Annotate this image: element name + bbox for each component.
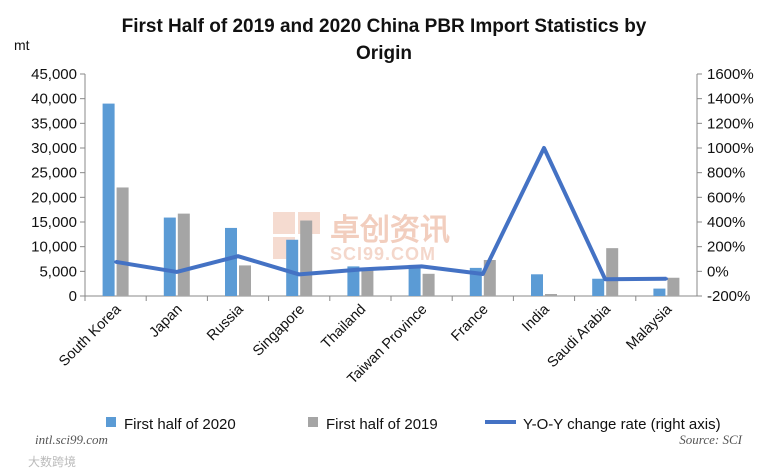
bar-2020-7 (531, 274, 543, 296)
right-tick-label: 200% (707, 239, 745, 256)
legend: First half of 2020 First half of 2019 Y-… (106, 416, 721, 433)
bars (84, 103, 680, 301)
right-tick-label: 800% (707, 165, 745, 182)
watermark: 卓创资讯 SCI99.COM (273, 212, 450, 264)
legend-swatch-2019 (308, 417, 318, 427)
left-tick-label: 0 (69, 288, 77, 305)
bar-2019-3 (300, 220, 313, 296)
left-tick-label: 5,000 (39, 263, 77, 280)
bar-2020-2 (225, 227, 237, 296)
right-tick-label: -200% (707, 288, 750, 305)
bar-2019-7 (545, 294, 557, 296)
bar-2020-9 (653, 288, 666, 296)
bar-2019-1 (177, 213, 190, 296)
left-tick-label: 45,000 (31, 66, 77, 83)
legend-label-2019: First half of 2019 (326, 416, 438, 433)
left-tick-label: 20,000 (31, 189, 77, 206)
right-tick-label: 1200% (707, 115, 754, 132)
category-labels: South Korea Japan Russia Singapore ThailandT… (56, 301, 676, 388)
footer-source: Source: SCI (679, 432, 742, 447)
right-tick-label: 400% (707, 214, 745, 231)
watermark-logo-icon (273, 212, 295, 234)
yoy-line-layer (114, 146, 668, 282)
yoy-point-2 (236, 254, 240, 258)
bar-2019-2 (239, 265, 251, 296)
footer-site: intl.sci99.com (35, 432, 108, 447)
watermark-text: 卓创资讯 (330, 213, 450, 248)
category-label-3: Singapore (250, 302, 308, 360)
category-label-8: Saudi Arabia (545, 301, 615, 371)
right-axis-ticks: 1600% 1400% 1200% 1000% 800% 600% 400% 200% 0% -2… (697, 66, 754, 305)
bar-2020-4 (347, 266, 360, 296)
yoy-point-9 (664, 277, 668, 281)
category-label-7: India (519, 301, 553, 335)
left-tick-label: 35,000 (31, 115, 77, 132)
yoy-point-0 (114, 260, 118, 264)
bar-2019-5 (422, 273, 435, 296)
right-tick-label: 1600% (707, 66, 754, 83)
yoy-point-8 (603, 277, 607, 281)
yoy-point-6 (481, 272, 485, 276)
chart-title-line-1: First Half of 2019 and 2020 China PBR Im… (122, 16, 647, 37)
category-label-0: South Korea (56, 301, 125, 370)
chart-title-line-2: Origin (356, 43, 412, 64)
yoy-line (115, 146, 667, 282)
watermark-sub: SCI99.COM (330, 244, 436, 264)
left-tick-label: 25,000 (31, 165, 77, 182)
footer-corner-text: 大数跨境 (28, 454, 76, 469)
legend-label-yoy: Y-O-Y change rate (right axis) (523, 416, 721, 433)
yoy-point-1 (175, 270, 179, 274)
left-tick-label: 40,000 (31, 91, 77, 108)
right-tick-label: 1000% (707, 140, 754, 157)
bar-2020-8 (592, 278, 605, 296)
yoy-point-4 (358, 267, 362, 271)
bar-2019-9 (667, 277, 680, 296)
bar-2019-8 (606, 248, 619, 296)
left-tick-label: 10,000 (31, 239, 77, 256)
right-tick-label: 600% (707, 189, 745, 206)
yoy-point-7 (542, 146, 546, 150)
yoy-point-3 (297, 272, 301, 276)
left-axis-ticks: 45,000 40,000 35,000 30,000 25,000 20,000 15,0… (31, 66, 85, 305)
category-label-1: Japan (146, 302, 185, 341)
bar-2020-0 (102, 103, 115, 296)
legend-label-2020: First half of 2020 (124, 416, 236, 433)
yoy-point-5 (420, 264, 424, 268)
left-tick-label: 15,000 (31, 214, 77, 231)
right-tick-label: 0% (707, 263, 729, 280)
bar-2020-5 (408, 264, 421, 296)
bar-2020-1 (163, 217, 176, 296)
bar-2019-0 (116, 187, 129, 296)
right-tick-label: 1400% (707, 91, 754, 108)
y-axis-unit-label: mt (14, 37, 30, 53)
legend-swatch-2020 (106, 417, 116, 427)
category-label-9: Malaysia (623, 301, 675, 353)
left-tick-label: 30,000 (31, 140, 77, 157)
category-label-6: France (448, 302, 491, 345)
bar-2019-4 (361, 270, 374, 296)
category-label-4: Thailand (319, 302, 370, 353)
bar-2020-3 (286, 239, 299, 296)
category-label-2: Russia (204, 301, 247, 344)
